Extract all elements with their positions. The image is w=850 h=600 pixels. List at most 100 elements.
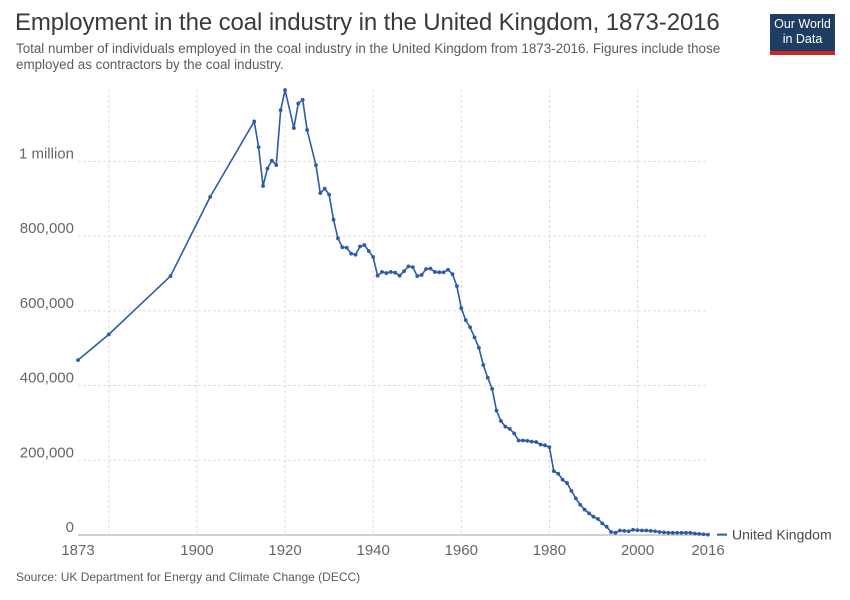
y-tick-label: 1 million — [19, 145, 74, 162]
data-point — [415, 274, 420, 278]
data-point — [450, 272, 455, 277]
data-point — [410, 265, 415, 270]
data-point — [76, 358, 80, 363]
data-point — [692, 531, 697, 536]
data-point — [644, 528, 649, 533]
data-point — [314, 163, 318, 168]
data-point — [653, 529, 658, 534]
data-point — [503, 424, 508, 429]
data-point — [331, 217, 336, 222]
data-point — [507, 426, 512, 431]
legend-label: United Kingdom — [732, 527, 832, 543]
data-point — [384, 271, 389, 275]
x-tick-label: 1940 — [356, 542, 389, 559]
data-point — [168, 274, 173, 278]
data-point — [446, 267, 450, 272]
data-point — [604, 524, 609, 529]
axis-labels: 0 200,000 400,000 600,000 800,000 1 million 18… — [19, 145, 725, 559]
data-point — [670, 530, 675, 535]
line-chart: 0 200,000 400,000 600,000 800,000 1 million 18… — [19, 88, 832, 559]
data-point — [402, 269, 406, 274]
data-point — [468, 325, 472, 330]
data-point — [512, 431, 517, 436]
data-point — [587, 511, 591, 516]
data-point — [283, 88, 287, 92]
data-point — [543, 443, 547, 448]
data-point — [269, 158, 274, 163]
data-point — [534, 440, 539, 444]
data-point — [481, 363, 486, 367]
data-point — [380, 270, 384, 274]
x-tick-label: 1920 — [268, 542, 301, 559]
data-point — [626, 529, 631, 534]
data-point — [631, 527, 636, 532]
data-point — [208, 194, 213, 199]
data-point — [362, 243, 367, 247]
data-point — [388, 270, 393, 274]
data-point — [613, 530, 618, 535]
data-point — [591, 514, 596, 519]
data-point — [371, 255, 376, 259]
data-point — [706, 532, 710, 537]
x-tick-label: 1873 — [61, 542, 94, 559]
y-tick-label: 600,000 — [20, 295, 74, 312]
data-point — [261, 184, 265, 188]
data-point — [485, 375, 490, 380]
x-tick-label: 2016 — [691, 542, 724, 559]
data-point — [291, 126, 296, 131]
data-point — [688, 530, 693, 535]
data-point — [265, 166, 270, 171]
data-point — [344, 245, 349, 250]
x-tick-label: 1980 — [533, 542, 566, 559]
x-tick-label: 1960 — [445, 542, 478, 559]
data-point — [296, 101, 301, 106]
data-point — [366, 249, 371, 253]
data-point — [499, 419, 503, 423]
y-tick-label: 200,000 — [20, 444, 74, 461]
data-point — [353, 252, 358, 257]
series-line — [77, 89, 709, 536]
x-tick-label: 1900 — [180, 542, 213, 559]
data-point — [529, 439, 534, 444]
data-point — [459, 306, 464, 311]
data-point — [617, 528, 622, 533]
data-point — [327, 192, 332, 197]
y-tick-label: 400,000 — [20, 370, 74, 387]
chart-subtitle: Total number of individuals employed in … — [16, 41, 721, 72]
data-point — [547, 445, 552, 450]
data-point — [358, 244, 362, 249]
data-point — [318, 191, 323, 196]
data-point — [657, 530, 662, 534]
data-point — [640, 528, 644, 533]
logo-line-2: in Data — [782, 32, 823, 46]
data-point — [697, 531, 702, 536]
data-point — [424, 267, 428, 271]
data-point — [565, 481, 569, 485]
data-point — [635, 528, 640, 533]
logo-line-1: Our World — [774, 17, 831, 31]
data-point — [477, 345, 481, 350]
data-point — [551, 469, 556, 474]
data-point — [340, 245, 345, 250]
data-point — [622, 528, 627, 533]
data-point — [648, 528, 653, 533]
data-point — [701, 532, 706, 537]
owid-logo[interactable]: Our World in Data — [770, 14, 835, 55]
data-point — [609, 530, 613, 534]
data-point — [305, 128, 309, 132]
data-point — [252, 119, 257, 124]
data-point — [582, 507, 587, 512]
legend[interactable]: United Kingdom — [717, 527, 832, 543]
data-point — [406, 264, 411, 269]
y-tick-label: 800,000 — [20, 220, 74, 237]
data-point — [578, 502, 583, 507]
data-point — [573, 496, 578, 501]
data-point — [274, 163, 279, 168]
chart-title: Employment in the coal industry in the U… — [15, 9, 720, 36]
data-point — [300, 97, 305, 102]
data-point — [679, 530, 684, 535]
data-point — [595, 517, 600, 521]
gridlines — [78, 90, 708, 536]
data-point — [437, 270, 442, 275]
data-point — [441, 270, 446, 275]
